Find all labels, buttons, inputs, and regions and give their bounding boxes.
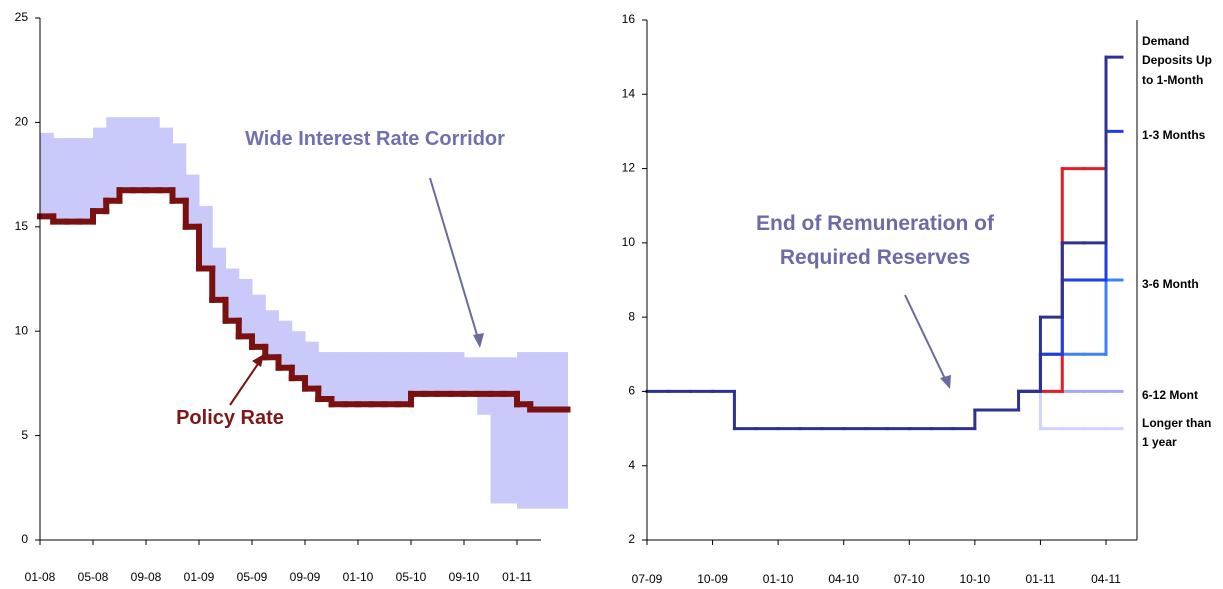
series-label: Demand Deposits Up to 1-Month (1142, 34, 1213, 87)
corridor-band (278, 320, 293, 368)
arrowhead (940, 375, 951, 389)
corridor-band (477, 357, 491, 415)
y-tick-label: 12 (622, 161, 636, 175)
annotation: Wide Interest Rate Corridor (245, 128, 505, 150)
corridor-band (53, 138, 67, 222)
corridor-band (305, 341, 319, 389)
y-tick-label: 2 (628, 532, 635, 546)
corridor-band (212, 247, 226, 300)
y-tick-label: 4 (628, 458, 635, 472)
corridor-band (159, 127, 173, 191)
x-tick-label: 05-10 (396, 570, 427, 584)
corridor-band (503, 357, 518, 504)
arrowhead (252, 354, 264, 367)
x-tick-label: 09-09 (290, 570, 321, 584)
x-tick-label: 01-11 (502, 570, 532, 584)
corridor-band (530, 352, 544, 509)
corridor-band (225, 268, 240, 321)
y-tick-label: 6 (628, 384, 635, 398)
corridor-band (119, 117, 134, 191)
corridor-band (172, 143, 187, 201)
x-tick-label: 05-09 (237, 570, 268, 584)
corridor-band (79, 138, 94, 222)
corridor-band (66, 138, 81, 222)
x-tick-label: 09-10 (449, 570, 480, 584)
arrowhead (473, 333, 484, 348)
corridor-band (411, 352, 425, 394)
corridor-band (265, 310, 279, 358)
x-tick-label: 01-11 (1026, 572, 1056, 586)
corridor-band (543, 352, 568, 509)
y-tick-label: 10 (622, 235, 636, 249)
x-tick-label: 09-08 (131, 570, 162, 584)
annotation: Policy Rate (176, 407, 284, 429)
x-tick-label: 01-08 (25, 570, 56, 584)
corridor-band (93, 127, 107, 212)
x-tick-label: 07-10 (894, 572, 925, 586)
arrow (229, 357, 263, 406)
corridor-band (199, 205, 213, 269)
corridor-band (358, 352, 372, 405)
annotation: End of Remuneration of Required Reserves (756, 212, 994, 269)
y-tick-label: 16 (622, 12, 636, 26)
series-label: 3-6 Month (1142, 276, 1199, 291)
corridor-band (40, 132, 54, 217)
corridor-band (437, 352, 452, 394)
corridor-band (344, 352, 359, 405)
corridor-band (291, 331, 306, 379)
corridor-band (146, 117, 160, 191)
x-tick-label: 01-10 (763, 572, 794, 586)
y-tick-label: 20 (15, 115, 29, 129)
corridor-band (238, 279, 253, 337)
x-tick-label: 04-11 (1091, 572, 1121, 586)
corridor-band (450, 352, 465, 394)
corridor-band (371, 352, 385, 405)
corridor-band (331, 352, 346, 405)
corridor-band (424, 352, 438, 394)
corridor-band (106, 117, 120, 201)
corridor-band (384, 352, 399, 405)
corridor-band (490, 357, 505, 504)
y-tick-label: 25 (15, 10, 29, 24)
corridor-band (318, 352, 332, 400)
x-tick-label: 07-09 (632, 572, 663, 586)
y-tick-label: 5 (21, 428, 28, 442)
corridor-band (132, 117, 147, 191)
y-tick-label: 0 (21, 532, 28, 546)
x-tick-label: 01-10 (343, 570, 374, 584)
x-tick-label: 05-08 (78, 570, 109, 584)
corridor-band (252, 294, 266, 347)
y-tick-label: 10 (15, 323, 29, 337)
arrow (904, 294, 949, 386)
x-tick-label: 04-10 (828, 572, 859, 586)
x-tick-label: 10-09 (697, 572, 728, 586)
arrow (429, 177, 481, 346)
series-label: 6-12 Mont (1142, 387, 1199, 402)
y-tick-label: 8 (628, 309, 635, 323)
y-tick-label: 14 (622, 86, 636, 100)
x-tick-label: 01-09 (184, 570, 215, 584)
x-tick-label: 10-10 (960, 572, 991, 586)
y-tick-label: 15 (15, 219, 29, 233)
series-label: 1-3 Months (1142, 127, 1206, 142)
corridor-band (185, 174, 200, 227)
corridor-band (517, 352, 531, 509)
corridor-band (464, 357, 478, 394)
series-label: Longer than 1 year (1142, 415, 1212, 449)
